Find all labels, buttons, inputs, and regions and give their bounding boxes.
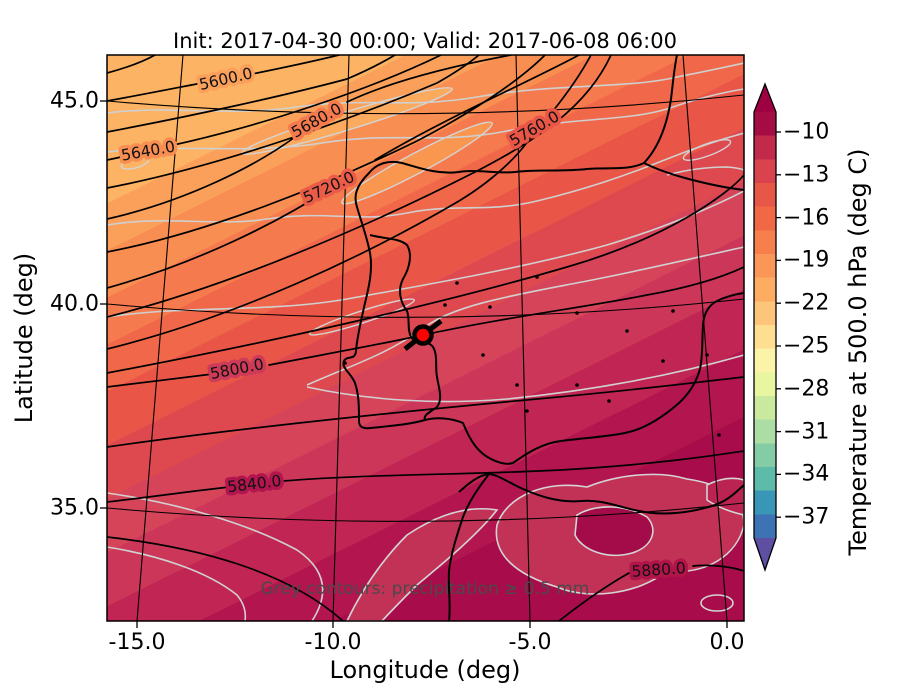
- plot-title: Init: 2017-04-30 00:00; Valid: 2017-06-0…: [173, 29, 677, 53]
- small-islands-dots: [343, 275, 721, 437]
- colorbar-gradient: [754, 112, 776, 538]
- location-marker: [403, 319, 443, 351]
- x-axis-label: Longitude (deg): [329, 656, 521, 684]
- coastlines: [342, 55, 744, 621]
- colorbar-tick-label: −16: [783, 205, 830, 231]
- colorbar-tick-label: −19: [783, 247, 830, 273]
- y-axis-label: Latitude (deg): [10, 252, 38, 424]
- graticule: [107, 55, 744, 621]
- x-tick-label: 0.0: [709, 630, 745, 655]
- colorbar-tick-label: −13: [783, 162, 830, 188]
- precip-annotation: Grey contours: precipitation ≥ 0.5 mm: [261, 579, 590, 599]
- colorbar: [753, 82, 781, 572]
- colorbar-label: Temperature at 500.0 hPa (deg C): [844, 148, 872, 556]
- x-tick-label: -10.0: [304, 630, 362, 655]
- x-tick-label: -15.0: [108, 630, 166, 655]
- contour-label: 5880.0: [631, 559, 686, 581]
- y-tick-label: 35.0: [50, 495, 99, 521]
- colorbar-under-arrow: [754, 538, 776, 570]
- colorbar-tick-label: −28: [783, 376, 830, 402]
- colorbar-over-arrow: [754, 84, 776, 112]
- colorbar-tick-marks: [776, 131, 781, 518]
- x-tick-label: -5.0: [508, 630, 552, 655]
- colorbar-tick-label: −34: [783, 461, 830, 487]
- colorbar-outline: [753, 82, 777, 572]
- y-tick-label: 45.0: [50, 88, 99, 114]
- colorbar-tick-label: −22: [783, 290, 830, 316]
- colorbar-tick-label: −37: [783, 504, 830, 530]
- colorbar-tick-label: −25: [783, 333, 830, 359]
- colorbar-tick-label: −10: [783, 119, 830, 145]
- colorbar-tick-label: −31: [783, 419, 830, 445]
- axis-tick-marks: [100, 100, 728, 628]
- y-tick-label: 40.0: [50, 291, 99, 317]
- plot-frame: [106, 54, 745, 622]
